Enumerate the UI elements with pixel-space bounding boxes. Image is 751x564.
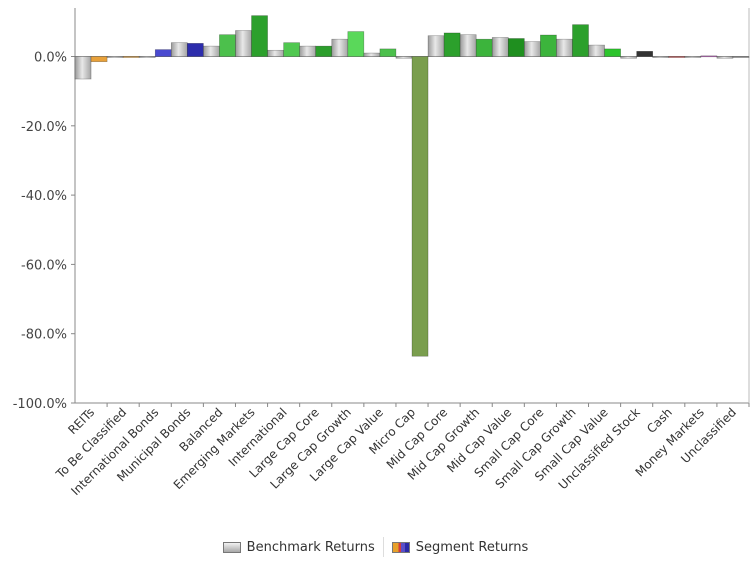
chart-bars — [75, 16, 749, 357]
legend-swatch-segment — [392, 542, 410, 553]
legend-label-benchmark: Benchmark Returns — [247, 540, 375, 555]
benchmark-bar[interactable] — [589, 45, 605, 56]
y-tick-label: -80.0% — [21, 328, 67, 343]
benchmark-bar[interactable] — [107, 57, 123, 58]
benchmark-bar[interactable] — [75, 57, 91, 80]
legend-item-segment[interactable]: Segment Returns — [384, 540, 537, 555]
benchmark-bar[interactable] — [171, 43, 187, 57]
benchmark-bar[interactable] — [235, 31, 251, 57]
y-tick-label: -100.0% — [13, 397, 67, 412]
benchmark-bar[interactable] — [268, 50, 284, 56]
segment-bar[interactable] — [91, 57, 107, 62]
benchmark-bar[interactable] — [332, 39, 348, 56]
segment-bar[interactable] — [540, 35, 556, 56]
segment-bar[interactable] — [669, 57, 685, 58]
segment-bar[interactable] — [637, 51, 653, 56]
segment-bar[interactable] — [444, 33, 460, 57]
benchmark-bar[interactable] — [653, 57, 669, 58]
segment-bar[interactable] — [508, 38, 524, 56]
segment-bar[interactable] — [605, 49, 621, 57]
chart-axes: 0.0% -20.0% -40.0% -60.0% -80.0% -100.0% — [13, 8, 749, 412]
legend-label-segment: Segment Returns — [416, 540, 529, 555]
segment-bar[interactable] — [219, 35, 235, 57]
segment-bar[interactable] — [476, 39, 492, 56]
segment-bar[interactable] — [252, 16, 268, 57]
segment-bar[interactable] — [348, 32, 364, 57]
segment-bar[interactable] — [701, 56, 717, 57]
legend-item-benchmark[interactable]: Benchmark Returns — [215, 540, 383, 555]
chart-legend: Benchmark Returns Segment Returns — [0, 536, 751, 558]
segment-bar[interactable] — [284, 43, 300, 57]
benchmark-bar[interactable] — [717, 57, 733, 59]
legend-swatch-benchmark — [223, 542, 241, 553]
benchmark-bar[interactable] — [524, 42, 540, 57]
benchmark-bar[interactable] — [139, 57, 155, 58]
segment-bar[interactable] — [187, 43, 203, 56]
segment-bar[interactable] — [412, 57, 428, 357]
benchmark-bar[interactable] — [460, 35, 476, 57]
y-tick-label: 0.0% — [34, 51, 67, 66]
y-tick-label: -20.0% — [21, 120, 67, 135]
benchmark-bar[interactable] — [556, 39, 572, 56]
segment-bar[interactable] — [380, 49, 396, 57]
segment-bar[interactable] — [572, 25, 588, 57]
benchmark-bar[interactable] — [203, 46, 219, 56]
y-tick-label: -60.0% — [21, 258, 67, 273]
segment-bar[interactable] — [733, 57, 749, 58]
benchmark-bar[interactable] — [492, 37, 508, 56]
segment-bar[interactable] — [155, 50, 171, 57]
benchmark-bar[interactable] — [396, 57, 412, 59]
benchmark-bar[interactable] — [621, 57, 637, 59]
benchmark-bar[interactable] — [300, 46, 316, 56]
y-tick-label: -40.0% — [21, 189, 67, 204]
segment-bar[interactable] — [316, 46, 332, 56]
benchmark-bar[interactable] — [428, 36, 444, 57]
benchmark-bar[interactable] — [685, 57, 701, 58]
benchmark-bar[interactable] — [364, 53, 380, 56]
segment-bar[interactable] — [123, 57, 139, 58]
